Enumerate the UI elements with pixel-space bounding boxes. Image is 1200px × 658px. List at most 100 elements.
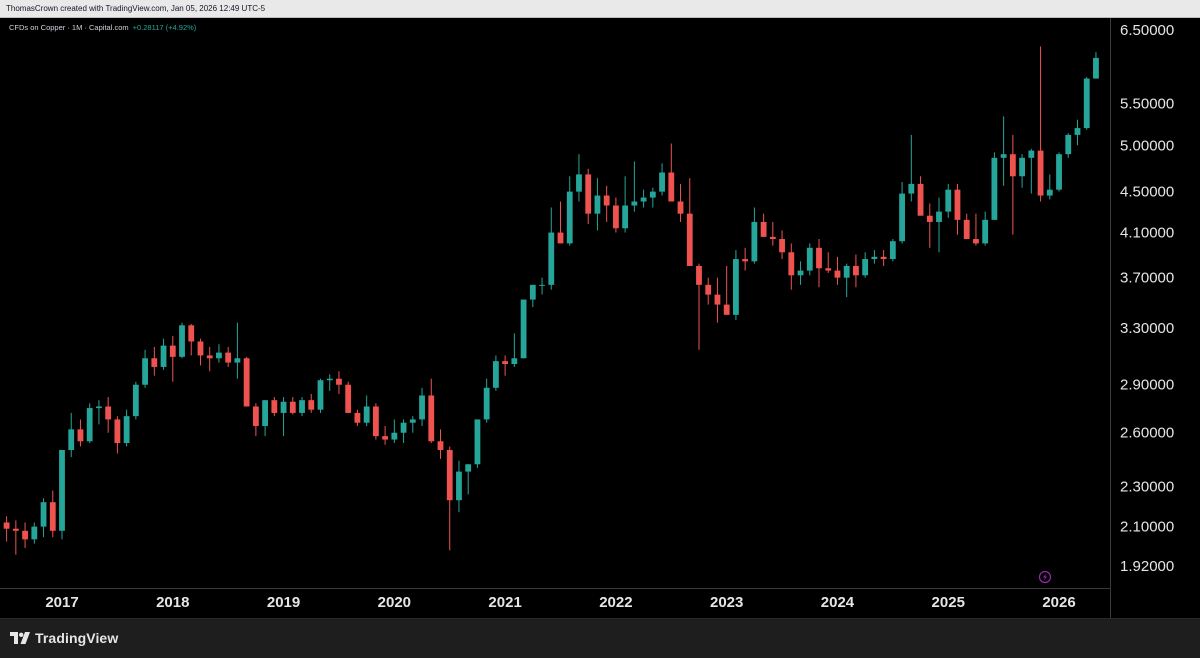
candle[interactable] — [585, 168, 592, 225]
candle[interactable] — [917, 176, 924, 216]
price-axis[interactable]: 6.50000 5.50000 5.00000 4.50000 4.10000 3.700… — [1120, 22, 1174, 575]
candle[interactable] — [806, 243, 813, 276]
candle[interactable] — [206, 347, 213, 372]
candle[interactable] — [936, 197, 942, 253]
candle[interactable] — [954, 183, 961, 235]
candle[interactable] — [649, 187, 656, 208]
candle[interactable] — [548, 207, 555, 290]
candle[interactable] — [22, 522, 28, 549]
candle[interactable] — [1065, 133, 1072, 158]
candle[interactable] — [1028, 148, 1035, 194]
candle[interactable] — [317, 378, 324, 413]
candle[interactable] — [908, 134, 915, 202]
candle[interactable] — [262, 400, 268, 437]
candle[interactable] — [40, 498, 47, 538]
candle[interactable] — [714, 277, 721, 323]
candle[interactable] — [409, 416, 416, 433]
candle[interactable] — [271, 397, 278, 417]
candle[interactable] — [926, 203, 933, 248]
candle[interactable] — [289, 397, 296, 415]
candle[interactable] — [613, 197, 619, 233]
candle[interactable] — [234, 322, 241, 379]
candle[interactable] — [49, 490, 56, 538]
candle[interactable] — [225, 347, 232, 367]
candle[interactable] — [853, 254, 859, 288]
candle[interactable] — [105, 397, 112, 433]
candle[interactable] — [733, 250, 739, 321]
candle[interactable] — [169, 336, 176, 382]
candle[interactable] — [114, 416, 121, 454]
candle[interactable] — [973, 213, 979, 246]
candle[interactable] — [77, 419, 84, 447]
candle[interactable] — [668, 143, 675, 202]
candle[interactable] — [557, 201, 564, 244]
candle[interactable] — [68, 412, 75, 458]
candle[interactable] — [419, 387, 425, 427]
candle[interactable] — [723, 265, 730, 315]
lightning-icon[interactable] — [1038, 570, 1052, 584]
candle[interactable] — [132, 381, 139, 420]
candle[interactable] — [696, 263, 702, 350]
candle[interactable] — [1009, 134, 1016, 235]
candle[interactable] — [188, 323, 195, 356]
candle[interactable] — [566, 176, 573, 246]
candle[interactable] — [843, 263, 850, 298]
candle[interactable] — [529, 284, 536, 308]
candle[interactable] — [1074, 119, 1081, 146]
candle[interactable] — [123, 409, 130, 447]
candle[interactable] — [1083, 77, 1090, 130]
candle[interactable] — [160, 338, 167, 370]
time-axis[interactable]: 2017 2018 2019 2020 2021 2022 2023 2024 2025 2026 — [45, 594, 1075, 611]
candle[interactable] — [428, 378, 435, 443]
candlestick-chart[interactable]: 6.50000 5.50000 5.00000 4.50000 4.10000 3.700… — [0, 18, 1200, 618]
candle[interactable] — [520, 299, 527, 359]
candle[interactable] — [760, 213, 767, 237]
candle[interactable] — [437, 429, 444, 459]
candle[interactable] — [880, 250, 887, 266]
candle[interactable] — [1019, 154, 1025, 188]
candle[interactable] — [539, 277, 545, 295]
candle[interactable] — [308, 393, 315, 413]
candle[interactable] — [197, 338, 204, 366]
candle[interactable] — [363, 395, 370, 427]
candle[interactable] — [742, 247, 749, 271]
candle[interactable] — [151, 347, 158, 376]
candle[interactable] — [1000, 116, 1007, 186]
candle[interactable] — [963, 213, 970, 240]
candle[interactable] — [465, 464, 472, 495]
tradingview-brand[interactable]: TradingView — [10, 630, 118, 646]
candle[interactable] — [299, 397, 305, 417]
candle[interactable] — [492, 355, 499, 391]
candle[interactable] — [456, 460, 462, 513]
candle[interactable] — [96, 400, 102, 425]
candle[interactable] — [640, 189, 647, 208]
candle[interactable] — [252, 403, 259, 437]
candle[interactable] — [179, 322, 185, 359]
candle[interactable] — [769, 221, 776, 246]
candle[interactable] — [326, 374, 333, 391]
candle[interactable] — [1046, 174, 1053, 200]
candle[interactable] — [603, 185, 610, 222]
candle[interactable] — [280, 397, 287, 437]
candle[interactable] — [243, 356, 250, 407]
candle[interactable] — [446, 446, 453, 551]
candle[interactable] — [345, 381, 352, 413]
candle[interactable] — [511, 333, 518, 367]
candle[interactable] — [622, 176, 629, 233]
candle[interactable] — [576, 154, 582, 202]
candle[interactable] — [142, 349, 148, 388]
candle[interactable] — [982, 211, 989, 246]
candle[interactable] — [502, 355, 509, 376]
candle[interactable] — [1056, 152, 1062, 192]
candle[interactable] — [1037, 46, 1044, 202]
candle[interactable] — [336, 371, 342, 394]
candle[interactable] — [797, 261, 804, 285]
candle[interactable] — [594, 178, 601, 231]
candle[interactable] — [686, 178, 693, 266]
candle[interactable] — [31, 522, 38, 544]
candle[interactable] — [816, 239, 822, 288]
candle[interactable] — [1093, 52, 1099, 79]
candle[interactable] — [677, 183, 684, 222]
candle[interactable] — [779, 230, 785, 260]
candle[interactable] — [216, 344, 222, 363]
